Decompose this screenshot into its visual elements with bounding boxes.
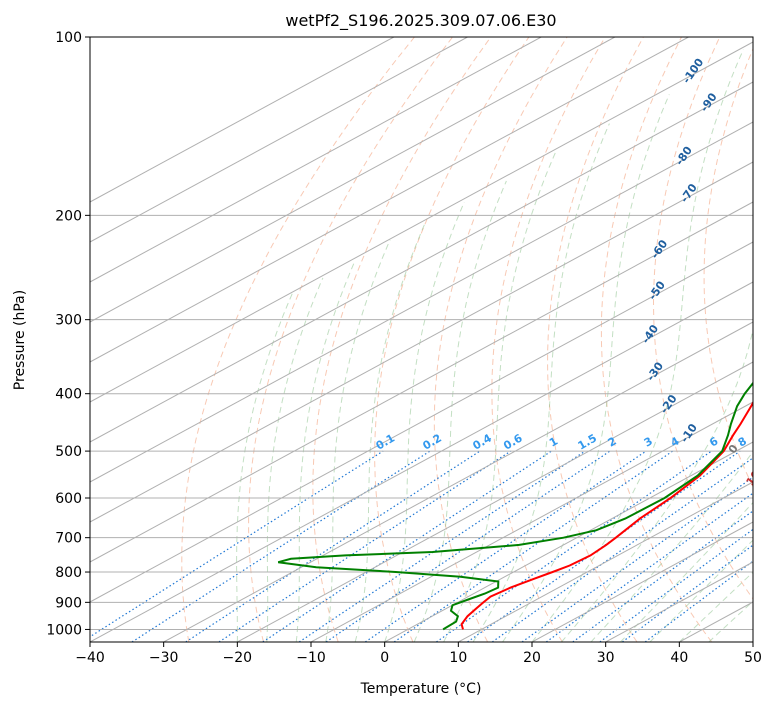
y-tick-label: 600 — [55, 491, 82, 507]
y-tick-label: 100 — [55, 30, 82, 46]
mixing-ratio-line — [325, 450, 611, 642]
y-axis-label: Pressure (hPa) — [12, 290, 28, 390]
y-tick-label: 400 — [55, 387, 82, 403]
mixing-ratio-line — [436, 450, 712, 642]
isotherm-line — [384, 441, 753, 642]
y-tick-label: 1000 — [46, 622, 82, 638]
isotherm-line — [90, 281, 753, 642]
x-tick-label: 30 — [597, 650, 615, 666]
x-tick-label: 10 — [449, 650, 467, 666]
isotherm-line — [310, 401, 753, 642]
x-tick-label: 20 — [523, 650, 541, 666]
y-tick-label: 500 — [55, 444, 82, 460]
dry-adiabat — [703, 47, 753, 488]
plot-frame — [89, 36, 754, 643]
mixing-ratio-line — [521, 476, 753, 642]
isotherm-label: 10 — [744, 468, 764, 488]
isotherm-gridlines — [90, 37, 753, 642]
moist-adiabat — [472, 123, 610, 642]
dry-adiabat — [652, 37, 753, 600]
y-tick-label: 300 — [55, 313, 82, 329]
dry-adiabat — [547, 37, 644, 642]
x-axis: −40 −30 −20 −10 0 10 20 30 40 50 — [75, 642, 762, 666]
moist-adiabat — [266, 277, 324, 642]
isotherm-line — [90, 37, 616, 323]
isotherm-line — [90, 37, 395, 203]
dewpoint-line — [277, 381, 753, 631]
mixing-ratio-line — [545, 492, 753, 642]
isotherm-line — [90, 37, 689, 363]
mixing-ratio-line — [298, 450, 586, 642]
isotherm-line — [90, 41, 753, 403]
isotherm-line — [90, 161, 753, 523]
isotherm-line — [90, 121, 753, 483]
x-tick-label: 50 — [744, 650, 762, 666]
isotherm-line — [531, 521, 753, 642]
moist-adiabat — [295, 262, 355, 642]
isotherm-line — [163, 321, 753, 642]
x-tick-label: −30 — [149, 650, 179, 666]
y-tick-label: 700 — [55, 531, 82, 547]
moist-adiabat — [590, 450, 753, 642]
dry-adiabat — [433, 37, 568, 642]
x-tick-label: 0 — [380, 650, 389, 666]
mixing-ratio-label: 10 — [755, 432, 775, 451]
mixing-ratio-line — [572, 510, 753, 642]
isotherm-line — [458, 481, 753, 642]
isotherm-line — [752, 641, 753, 642]
moist-adiabat — [531, 49, 744, 642]
dry-adiabat — [752, 230, 753, 270]
isotherm-line — [90, 241, 753, 603]
chart-title: wetPf2_S196.2025.309.07.06.E30 — [285, 11, 556, 31]
sounding-traces — [277, 381, 753, 631]
moist-adiabat — [413, 180, 507, 642]
isotherm-line — [90, 201, 753, 563]
moist-adiabat — [354, 221, 427, 642]
isotherm-line — [90, 81, 753, 443]
moist-adiabat — [561, 327, 753, 642]
isotherm-label: 20 — [754, 502, 774, 522]
dry-adiabat — [248, 37, 453, 642]
y-tick-label: 200 — [55, 208, 82, 224]
isotherm-line — [90, 37, 542, 283]
x-tick-label: −40 — [75, 650, 105, 666]
isobar-gridlines — [90, 37, 753, 630]
mixing-ratio-line — [218, 450, 512, 642]
plot-background — [90, 37, 753, 642]
y-axis: 100 200 300 400 500 600 700 800 900 1000 — [46, 30, 90, 638]
mixing-ratio-line — [491, 457, 753, 642]
y-tick-label: 900 — [55, 595, 82, 611]
isotherm-line — [90, 37, 468, 243]
isotherm-line — [237, 361, 753, 642]
y-tick-label: 800 — [55, 565, 82, 581]
dry-adiabat — [312, 37, 492, 642]
x-axis-label: Temperature (°C) — [360, 681, 482, 697]
temperature-line — [460, 400, 753, 630]
dry-adiabat — [181, 37, 415, 642]
moist-adiabat — [678, 571, 753, 642]
dry-adiabat — [491, 37, 606, 642]
x-tick-label: −20 — [223, 650, 253, 666]
x-tick-label: 40 — [670, 650, 688, 666]
x-tick-label: −10 — [296, 650, 326, 666]
